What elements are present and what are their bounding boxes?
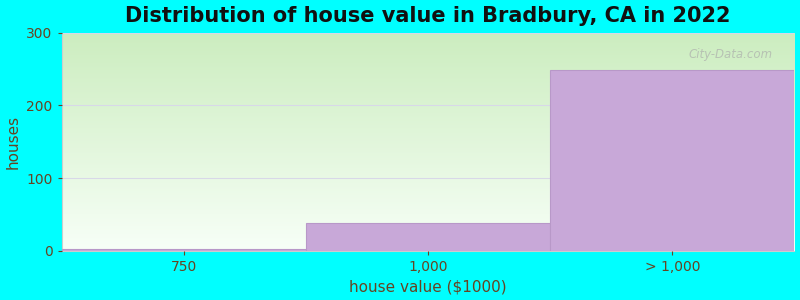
X-axis label: house value ($1000): house value ($1000) bbox=[349, 279, 506, 294]
Text: City-Data.com: City-Data.com bbox=[688, 48, 773, 61]
Bar bbox=[62, 249, 306, 251]
Y-axis label: houses: houses bbox=[6, 115, 21, 169]
Bar bbox=[550, 70, 794, 251]
Title: Distribution of house value in Bradbury, CA in 2022: Distribution of house value in Bradbury,… bbox=[126, 6, 730, 26]
Bar bbox=[306, 223, 550, 251]
